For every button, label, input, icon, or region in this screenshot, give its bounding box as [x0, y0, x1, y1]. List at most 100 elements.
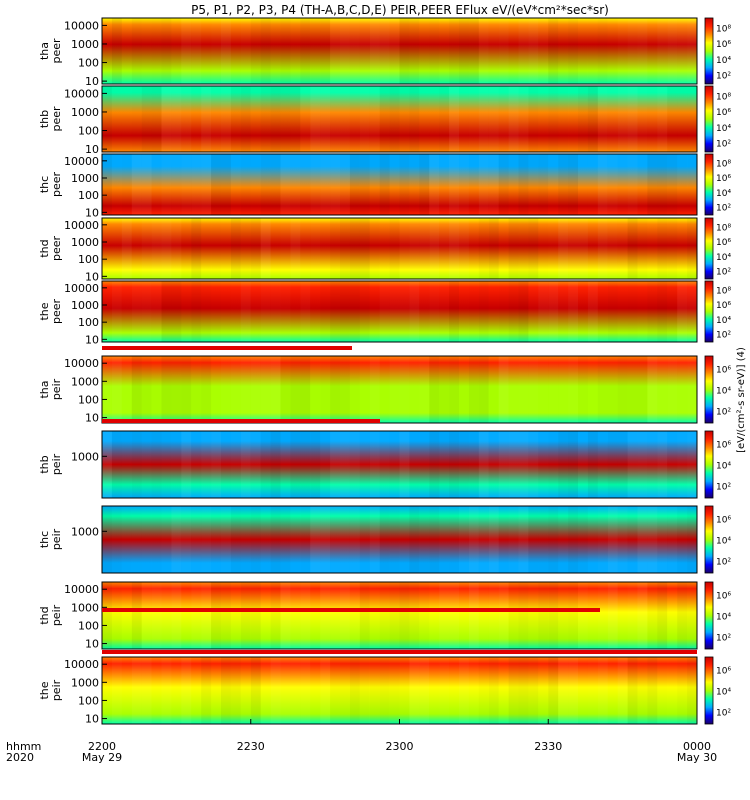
texture-stripe — [489, 657, 499, 724]
texture-stripe — [468, 356, 479, 423]
data-flag-bar — [102, 419, 380, 423]
y-tick-label: 10000 — [64, 19, 99, 32]
texture-stripe — [459, 431, 469, 498]
texture-stripe — [399, 431, 410, 498]
texture-stripe — [598, 18, 608, 84]
texture-stripe — [409, 281, 420, 342]
texture-stripe — [112, 657, 122, 724]
texture-stripe — [400, 356, 410, 423]
texture-stripe — [518, 154, 529, 215]
texture-stripe — [390, 281, 400, 342]
texture-stripe — [281, 281, 291, 342]
texture-stripe — [360, 506, 370, 573]
colorbar-tick-label: 10⁶ — [716, 366, 731, 376]
texture-stripe — [578, 218, 588, 279]
texture-stripe — [111, 356, 122, 423]
texture-stripe — [320, 657, 331, 724]
texture-stripe — [558, 281, 568, 342]
texture-stripe — [122, 154, 132, 215]
texture-stripe — [270, 431, 281, 498]
texture-stripe — [618, 356, 628, 423]
panel-label: thd peer — [38, 236, 63, 262]
texture-stripe — [558, 218, 569, 279]
texture-stripe — [171, 18, 181, 84]
texture-stripe — [191, 582, 201, 649]
texture-stripe — [578, 431, 588, 498]
colorbar-tick-label: 10⁸ — [716, 224, 731, 234]
texture-stripe — [310, 281, 320, 342]
texture-stripe — [489, 582, 499, 649]
texture-stripe — [409, 582, 420, 649]
texture-stripe — [231, 18, 241, 84]
texture-stripe — [519, 356, 529, 423]
colorbar-tick-label: 10⁴ — [716, 189, 731, 199]
texture-stripe — [538, 431, 548, 498]
texture-stripe — [498, 582, 509, 649]
texture-stripe — [687, 582, 697, 649]
texture-stripe — [112, 281, 122, 342]
texture-stripe — [528, 582, 538, 649]
texture-stripe — [518, 506, 529, 573]
texture-stripe — [558, 506, 568, 573]
texture-stripe — [449, 431, 459, 498]
texture-stripe — [558, 154, 569, 215]
texture-stripe — [369, 18, 380, 84]
texture-stripe — [171, 356, 182, 423]
texture-stripe — [350, 506, 360, 573]
texture-stripe — [618, 506, 628, 573]
texture-stripe — [310, 431, 321, 498]
colorbar-tick-label: 10⁶ — [716, 40, 731, 50]
colorbar-tick-label: 10⁸ — [716, 160, 731, 170]
texture-stripe — [380, 281, 390, 342]
texture-stripe — [241, 218, 251, 279]
texture-stripe — [627, 86, 638, 152]
texture-stripe — [211, 431, 221, 498]
panel-label: thd peir — [38, 604, 63, 626]
texture-stripe — [330, 154, 340, 215]
texture-stripe — [479, 281, 489, 342]
texture-stripe — [509, 506, 519, 573]
texture-stripe — [538, 657, 548, 724]
texture-stripe — [270, 657, 281, 724]
texture-stripe — [320, 356, 330, 423]
texture-stripe — [578, 657, 588, 724]
texture-stripe — [459, 281, 469, 342]
data-flag-bar — [102, 650, 697, 654]
y-tick-label: 10 — [85, 713, 99, 726]
texture-stripe — [439, 18, 449, 84]
texture-stripe — [370, 154, 380, 215]
texture-stripe — [628, 506, 638, 573]
panel-label: the peir — [38, 679, 63, 701]
texture-stripe — [409, 356, 419, 423]
x-date-label: May 29 — [82, 751, 122, 764]
texture-stripe — [499, 86, 509, 152]
texture-stripe — [181, 18, 192, 84]
texture-stripe — [558, 86, 568, 152]
panel-frame — [101, 217, 698, 280]
texture-stripe — [261, 431, 271, 498]
texture-stripe — [638, 281, 648, 342]
texture-stripe — [647, 18, 657, 84]
texture-stripe — [241, 657, 251, 724]
colorbar-tick-label: 10⁶ — [716, 301, 731, 311]
texture-stripe — [231, 154, 241, 215]
texture-stripe — [340, 657, 350, 724]
texture-stripe — [310, 657, 320, 724]
texture-stripe — [370, 356, 380, 423]
texture-stripe — [568, 18, 578, 84]
texture-stripe — [171, 281, 182, 342]
texture-stripe — [390, 154, 400, 215]
texture-stripe — [221, 218, 231, 279]
texture-stripe — [250, 582, 261, 649]
texture-stripe — [112, 431, 122, 498]
colorbar-tick-label: 10⁶ — [716, 238, 731, 248]
texture-stripe — [439, 431, 449, 498]
figure-title: P5, P1, P2, P3, P4 (TH-A,B,C,D,E) PEIR,P… — [191, 3, 609, 17]
texture-stripe — [657, 218, 667, 279]
texture-stripe — [677, 657, 687, 724]
texture-stripe — [141, 657, 152, 724]
texture-stripe — [528, 506, 538, 573]
texture-stripe — [627, 657, 638, 724]
texture-stripe — [241, 18, 251, 84]
